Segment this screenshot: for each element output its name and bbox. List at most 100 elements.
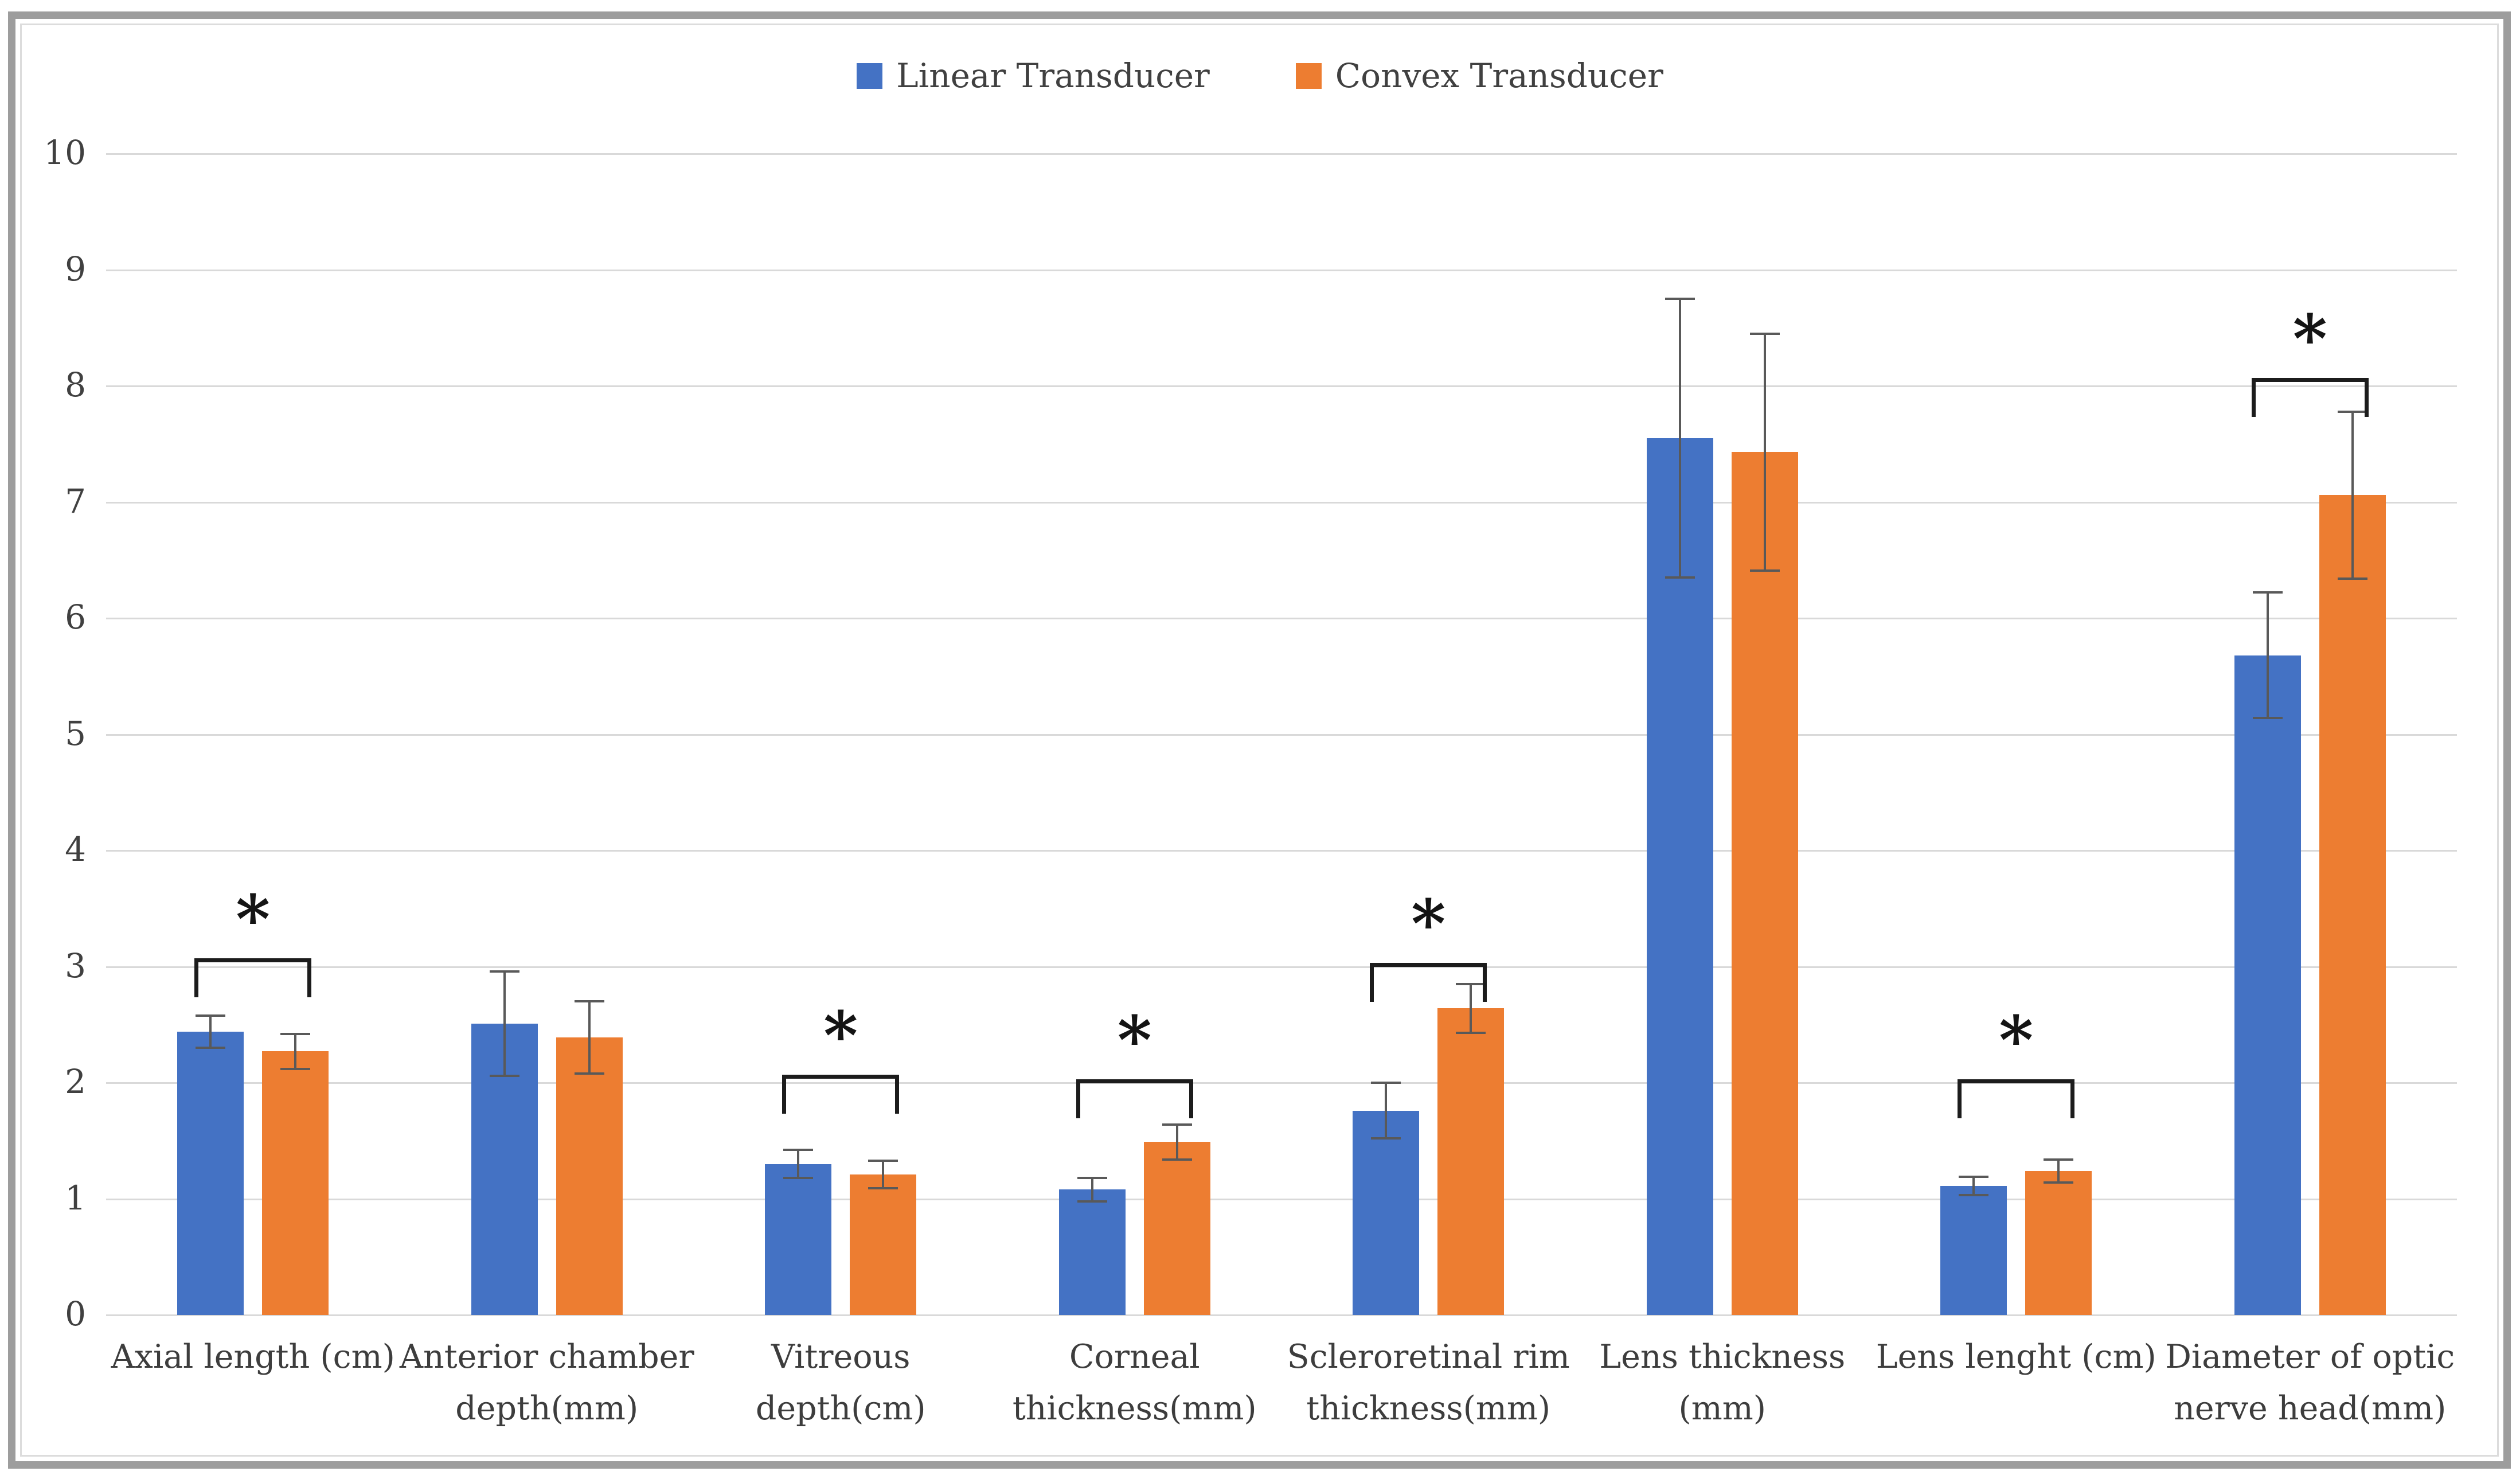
gridline-10	[106, 153, 2457, 155]
error-bar-line-convex-6	[2057, 1159, 2060, 1183]
error-bar-cap-bottom-convex-6	[2044, 1181, 2074, 1184]
sig-bracket-right-leg-7	[2364, 377, 2369, 417]
error-bar-cap-bottom-convex-2	[868, 1187, 898, 1190]
bar-convex-6	[2025, 1170, 2092, 1315]
error-bar-cap-top-linear-5	[1665, 298, 1695, 301]
error-bar-line-linear-7	[2266, 592, 2269, 719]
error-bar-cap-bottom-linear-3	[1077, 1200, 1107, 1203]
error-bar-cap-bottom-convex-4	[1456, 1031, 1486, 1034]
error-bar-cap-bottom-convex-3	[1162, 1158, 1192, 1161]
bar-linear-4	[1353, 1110, 1420, 1315]
error-bar-cap-top-linear-2	[783, 1149, 814, 1152]
error-bar-cap-top-linear-6	[1959, 1176, 1989, 1178]
error-bar-line-convex-1	[588, 1001, 591, 1074]
bar-linear-5	[1646, 438, 1713, 1315]
bar-linear-3	[1058, 1189, 1126, 1315]
sig-bracket-right-leg-3	[1189, 1079, 1193, 1118]
y-tick-label-1: 1	[65, 1178, 86, 1217]
bar-convex-2	[850, 1174, 917, 1315]
error-bar-cap-top-convex-5	[1749, 332, 1780, 335]
sig-asterisk-2: *	[823, 997, 858, 1075]
sig-bracket-top-0	[194, 958, 312, 963]
sig-asterisk-3: *	[1117, 1001, 1152, 1079]
error-bar-line-linear-4	[1385, 1083, 1388, 1139]
legend-label-convex-transducer: Convex Transducer	[1335, 56, 1663, 95]
legend-label-linear-transducer: Linear Transducer	[896, 56, 1210, 95]
sig-bracket-right-leg-6	[2070, 1079, 2075, 1118]
sig-bracket-top-4	[1370, 963, 1487, 967]
gridline-9	[106, 269, 2457, 271]
error-bar-line-linear-2	[797, 1150, 800, 1178]
bar-linear-0	[177, 1031, 244, 1315]
error-bar-cap-bottom-linear-0	[196, 1047, 226, 1049]
sig-bracket-top-6	[1958, 1079, 2075, 1083]
y-tick-label-7: 7	[65, 481, 86, 521]
y-tick-label-2: 2	[65, 1062, 86, 1101]
gridline-2	[106, 1082, 2457, 1084]
error-bar-cap-top-convex-7	[2337, 410, 2367, 413]
sig-bracket-top-2	[782, 1074, 900, 1079]
error-bar-cap-bottom-convex-0	[280, 1067, 311, 1070]
y-tick-label-6: 6	[65, 598, 86, 637]
sig-asterisk-6: *	[1999, 1001, 2034, 1079]
bar-linear-2	[765, 1164, 832, 1315]
gridline-6	[106, 618, 2457, 619]
y-tick-label-9: 9	[65, 249, 86, 288]
gridline-1	[106, 1198, 2457, 1200]
sig-bracket-left-leg-2	[782, 1074, 787, 1114]
y-tick-label-3: 3	[65, 946, 86, 985]
legend: Linear Transducer Convex Transducer	[0, 56, 2520, 95]
sig-bracket-right-leg-0	[307, 958, 312, 998]
x-axis-label-0: Axial length (cm)	[111, 1338, 395, 1376]
y-tick-label-5: 5	[65, 713, 86, 753]
error-bar-cap-top-convex-3	[1162, 1123, 1192, 1126]
sig-asterisk-7: *	[2292, 300, 2327, 378]
bar-convex-4	[1437, 1008, 1505, 1315]
x-axis-label-1: Anterior chamber depth(mm)	[399, 1338, 694, 1427]
sig-bracket-left-leg-7	[2251, 377, 2256, 417]
error-bar-cap-bottom-linear-6	[1959, 1194, 1989, 1197]
error-bar-cap-bottom-linear-4	[1371, 1137, 1401, 1140]
error-bar-line-linear-1	[503, 971, 506, 1076]
y-tick-label-8: 8	[65, 365, 86, 404]
y-tick-label-4: 4	[65, 830, 86, 869]
error-bar-cap-top-linear-1	[489, 970, 519, 973]
bar-convex-0	[262, 1051, 329, 1315]
bar-convex-7	[2319, 495, 2386, 1315]
x-axis-label-3: Corneal thickness(mm)	[1012, 1338, 1257, 1427]
error-bar-line-convex-3	[1175, 1124, 1178, 1160]
error-bar-cap-bottom-linear-2	[783, 1177, 814, 1180]
sig-bracket-left-leg-6	[1958, 1079, 1962, 1118]
legend-swatch-orange-icon	[1295, 63, 1322, 89]
gridline-3	[106, 966, 2457, 968]
sig-bracket-left-leg-4	[1370, 963, 1374, 1002]
error-bar-line-convex-4	[1470, 984, 1472, 1033]
bar-convex-5	[1731, 452, 1798, 1315]
sig-bracket-left-leg-3	[1076, 1079, 1080, 1118]
sig-bracket-top-7	[2251, 377, 2369, 382]
error-bar-cap-bottom-linear-7	[2252, 717, 2283, 720]
gridline-7	[106, 501, 2457, 504]
error-bar-line-linear-6	[1972, 1177, 1975, 1196]
error-bar-line-linear-0	[209, 1015, 212, 1048]
error-bar-cap-top-convex-6	[2044, 1158, 2074, 1161]
error-bar-line-linear-5	[1678, 299, 1681, 578]
y-tick-label-10: 10	[44, 133, 86, 172]
error-bar-cap-bottom-convex-7	[2337, 577, 2367, 580]
bar-linear-7	[2234, 655, 2301, 1315]
sig-bracket-top-3	[1076, 1079, 1193, 1083]
x-axis-label-5: Lens thickness (mm)	[1599, 1338, 1846, 1427]
sig-asterisk-4: *	[1411, 885, 1446, 963]
error-bar-cap-bottom-convex-1	[574, 1072, 604, 1075]
error-bar-cap-top-convex-0	[280, 1032, 311, 1035]
x-axis-label-6: Lens lenght (cm)	[1876, 1338, 2156, 1376]
error-bar-cap-top-linear-0	[196, 1014, 226, 1017]
gridline-0	[106, 1314, 2457, 1316]
error-bar-cap-bottom-linear-5	[1665, 576, 1695, 579]
x-axis-label-4: Scleroretinal rim thickness(mm)	[1287, 1338, 1570, 1427]
sig-bracket-right-leg-4	[1483, 963, 1487, 1002]
error-bar-cap-top-convex-2	[868, 1159, 898, 1162]
sig-bracket-right-leg-2	[895, 1074, 900, 1114]
